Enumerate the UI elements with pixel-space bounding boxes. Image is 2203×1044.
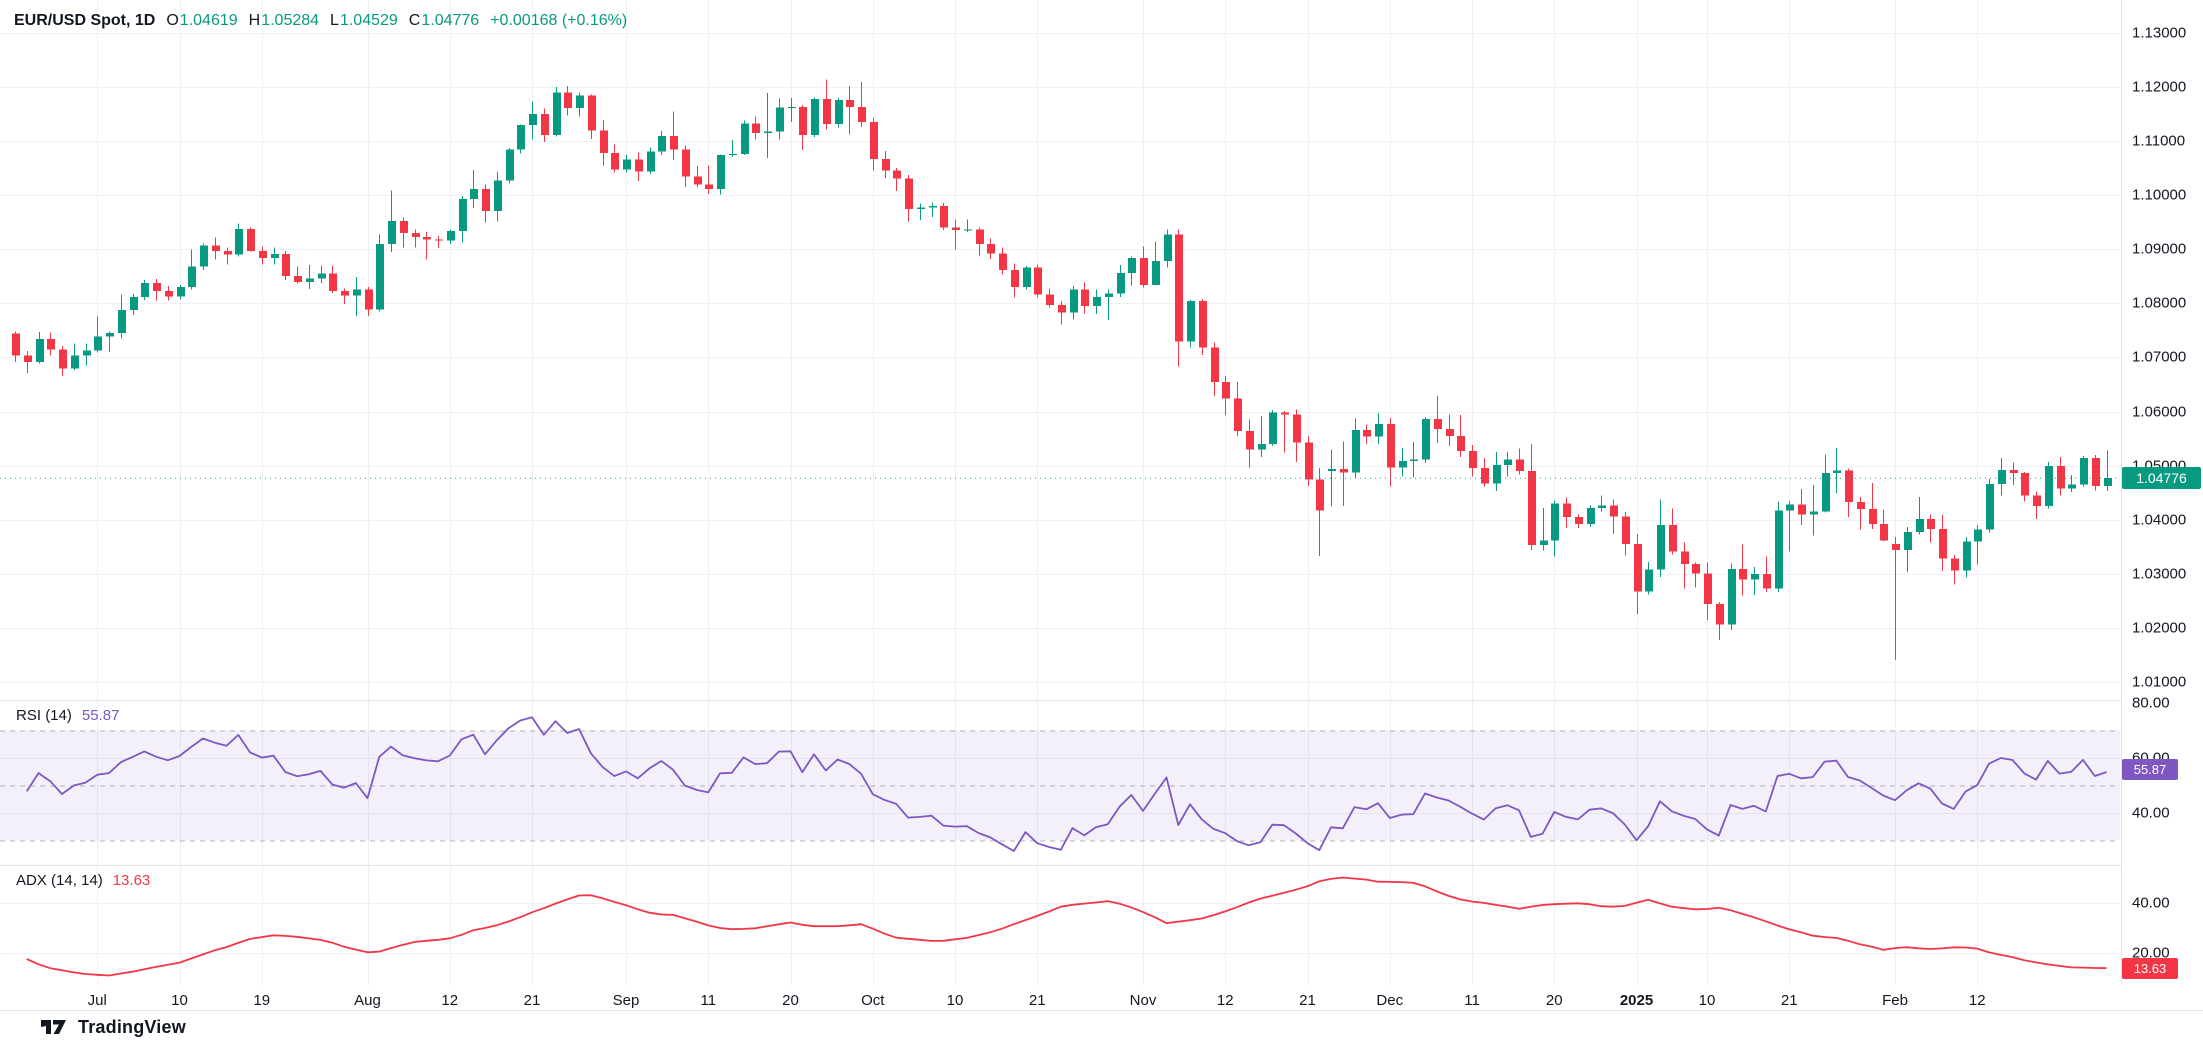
time-axis-label: 11 <box>1464 992 1480 1009</box>
time-axis-label: Oct <box>861 992 885 1009</box>
rsi-indicator-legend[interactable]: RSI (14) 55.87 <box>16 707 119 724</box>
time-axis-label: Aug <box>354 992 381 1009</box>
adx-axis-label: 40.00 <box>2132 894 2170 912</box>
rsi-line <box>26 716 2107 852</box>
candlestick-series <box>12 79 2112 660</box>
rsi-value-badge: 55.87 <box>2122 758 2178 780</box>
adx-line <box>26 876 2107 977</box>
time-axis-label: 10 <box>171 992 188 1009</box>
adx-indicator-legend[interactable]: ADX (14, 14) 13.63 <box>16 872 150 889</box>
ohlc-close: C 1.04776 <box>408 12 480 29</box>
price-axis-label: 1.02000 <box>2132 619 2187 637</box>
adx-value: 13.63 <box>112 872 151 889</box>
time-axis-label: 12 <box>1968 992 1986 1009</box>
ohlc-low: L 1.04529 <box>330 12 398 29</box>
time-axis-label: 20 <box>782 992 799 1009</box>
time-axis-label: 21 <box>1299 992 1316 1009</box>
time-axis-label: 10 <box>1698 992 1716 1009</box>
symbol-legend[interactable]: EUR/USD Spot, 1D O 1.04619 H 1.05284 L 1.04… <box>14 10 627 32</box>
change-value: +0.00168 (+0.16%) <box>490 12 628 29</box>
time-axis-label: 12 <box>1216 992 1234 1009</box>
time-axis[interactable]: Jul 10 19 Aug 12 21 Sep 11 20 Oct 10 21 Nov 12 21 Dec 11… <box>0 985 2203 1010</box>
ohlc-open: O 1.04619 <box>166 12 238 29</box>
last-price-badge: 1.04776 <box>2122 466 2201 489</box>
time-axis-label: 21 <box>1780 992 1798 1009</box>
price-axis-label: 1.10000 <box>2132 186 2187 204</box>
price-axis-label: 1.08000 <box>2132 294 2187 312</box>
price-axis[interactable]: 1.13000 1.12000 1.11000 1.10000 1.09000 1.080… <box>2121 0 2203 1010</box>
price-axis-label: 1.06000 <box>2132 403 2187 421</box>
price-axis-label: 1.07000 <box>2132 348 2187 366</box>
adx-axis-label: 20.00 <box>2132 944 2170 962</box>
adx-title: ADX (14, 14) <box>16 872 103 889</box>
time-axis-label: Dec <box>1376 992 1404 1009</box>
time-axis-label: 20 <box>1545 992 1563 1009</box>
price-axis-label: 1.01000 <box>2132 673 2187 691</box>
rsi-axis-label: 80.00 <box>2132 694 2170 712</box>
time-axis-label: Nov <box>1129 992 1157 1009</box>
adx-value-badge: 13.63 <box>2122 958 2178 980</box>
time-axis-label: 21 <box>523 992 541 1009</box>
time-axis-label: 11 <box>700 992 717 1009</box>
time-axis-label: 10 <box>946 992 964 1009</box>
tradingview-logo-icon <box>41 1020 66 1034</box>
price-axis-label: 1.04000 <box>2132 511 2187 529</box>
price-axis-label: 1.03000 <box>2132 565 2187 583</box>
price-axis-label: 1.13000 <box>2132 24 2187 42</box>
price-axis-label: 1.12000 <box>2132 78 2187 96</box>
time-axis-label: Sep <box>612 992 640 1009</box>
tradingview-logo[interactable]: TradingView <box>40 1017 186 1038</box>
ohlc-high: H 1.05284 <box>248 12 320 29</box>
time-axis-label: 19 <box>253 992 271 1009</box>
time-axis-label: 21 <box>1028 992 1046 1009</box>
rsi-axis-label: 40.00 <box>2132 804 2170 822</box>
time-axis-label: 12 <box>441 992 459 1009</box>
footer-bar: TradingView <box>0 1010 2203 1044</box>
tradingview-logo-text: TradingView <box>78 1017 186 1037</box>
price-axis-label: 1.11000 <box>2132 132 2186 150</box>
time-axis-label: Jul <box>87 992 107 1009</box>
time-axis-label: 2025 <box>1619 992 1654 1009</box>
rsi-title: RSI (14) <box>16 707 72 724</box>
rsi-value: 55.87 <box>81 707 120 724</box>
symbol-title: EUR/USD Spot, 1D <box>14 12 156 29</box>
time-axis-label: Feb <box>1882 992 1908 1009</box>
price-axis-label: 1.09000 <box>2132 240 2187 258</box>
